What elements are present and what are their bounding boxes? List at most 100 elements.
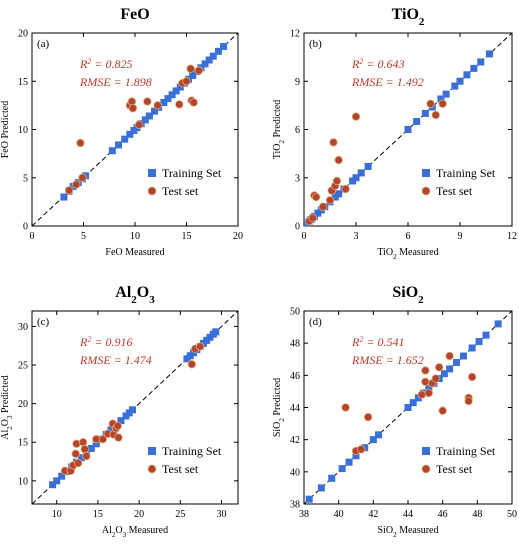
test-point bbox=[431, 110, 440, 120]
training-point bbox=[477, 58, 485, 66]
legend: Training Set Test set bbox=[421, 444, 496, 476]
y-tick-label: 0 bbox=[295, 222, 300, 233]
test-point bbox=[187, 360, 197, 369]
training-point bbox=[317, 484, 325, 492]
legend-test-marker bbox=[147, 464, 157, 474]
training-point bbox=[117, 417, 125, 425]
r2-annotation: R2 = 0.541 bbox=[351, 335, 404, 350]
x-tick-label: 40 bbox=[334, 509, 344, 520]
test-point bbox=[417, 390, 427, 399]
y-tick-label: 20 bbox=[18, 399, 28, 410]
test-point bbox=[82, 451, 91, 461]
training-point bbox=[49, 481, 57, 489]
test-point bbox=[76, 138, 85, 148]
x-tick-label: 46 bbox=[438, 509, 448, 520]
training-point bbox=[60, 193, 68, 201]
training-point bbox=[482, 331, 490, 339]
test-point bbox=[194, 66, 204, 75]
training-point bbox=[145, 112, 153, 120]
training-point bbox=[485, 50, 493, 58]
legend-test-label: Test set bbox=[162, 462, 199, 476]
y-tick-label: 25 bbox=[18, 361, 28, 372]
legend: Training Set Test set bbox=[147, 166, 222, 198]
training-point bbox=[205, 56, 213, 64]
test-point bbox=[318, 202, 328, 211]
test-point bbox=[189, 98, 198, 107]
chart-panel: 0 3 6 9 12 0 3 6 9 12 TiO2 (b) TiO2 Measured TiO2 Pre… bbox=[272, 6, 517, 261]
r2-annotation: R2 = 0.825 bbox=[79, 57, 132, 72]
training-point bbox=[364, 162, 372, 170]
y-tick-label: 38 bbox=[290, 500, 300, 511]
x-tick-label: 42 bbox=[368, 509, 378, 520]
test-point bbox=[426, 99, 435, 108]
training-point bbox=[168, 91, 176, 99]
x-tick-label: 10 bbox=[130, 231, 140, 242]
y-axis-label: FeO Predicted bbox=[0, 101, 11, 159]
y-tick-label: 46 bbox=[290, 371, 300, 382]
training-point bbox=[404, 126, 412, 133]
x-tick-label: 5 bbox=[81, 231, 86, 242]
training-point bbox=[53, 477, 61, 485]
training-point bbox=[404, 404, 412, 411]
panel-label: (c) bbox=[37, 316, 50, 328]
test-point bbox=[325, 196, 335, 205]
test-point bbox=[329, 138, 338, 147]
training-point bbox=[463, 71, 471, 79]
y-tick-label: 12 bbox=[290, 29, 300, 40]
training-point bbox=[58, 472, 66, 480]
test-point bbox=[182, 77, 191, 86]
test-point bbox=[445, 351, 454, 361]
panel-title: SiO2 bbox=[392, 284, 424, 306]
training-point bbox=[77, 454, 85, 462]
rmse-annotation: RMSE = 1.474 bbox=[79, 353, 152, 367]
y-tick-label: 42 bbox=[290, 435, 300, 446]
chart-panel: 0 5 10 15 20 0 5 10 15 20 FeO (a) FeO Measured FeO Pr… bbox=[0, 6, 243, 258]
training-point bbox=[494, 320, 502, 328]
test-point bbox=[334, 155, 343, 165]
plot-frame bbox=[31, 310, 239, 505]
panel-label: (b) bbox=[309, 38, 322, 50]
test-point bbox=[435, 363, 444, 372]
test-point bbox=[195, 342, 205, 351]
test-point bbox=[431, 374, 440, 383]
training-point bbox=[126, 130, 134, 138]
panel-title: TiO2 bbox=[392, 6, 425, 28]
training-point bbox=[107, 426, 115, 434]
training-point bbox=[453, 358, 461, 366]
x-axis-label: SiO2 Measured bbox=[378, 525, 439, 539]
r2-annotation: R2 = 0.643 bbox=[351, 57, 404, 72]
test-point bbox=[78, 173, 87, 182]
test-point bbox=[127, 97, 137, 106]
test-point bbox=[308, 213, 317, 223]
test-point bbox=[114, 433, 123, 442]
training-point bbox=[172, 87, 180, 95]
test-point bbox=[113, 421, 122, 431]
legend-test-label: Test set bbox=[436, 184, 473, 198]
test-point bbox=[78, 438, 88, 447]
training-point bbox=[201, 60, 209, 68]
test-point bbox=[73, 458, 83, 468]
training-point bbox=[189, 71, 197, 79]
y-tick-label: 40 bbox=[290, 467, 300, 478]
training-point bbox=[442, 90, 450, 98]
test-point bbox=[341, 184, 350, 194]
test-point bbox=[64, 186, 74, 195]
x-tick-label: 9 bbox=[458, 231, 463, 242]
test-point bbox=[72, 180, 81, 189]
training-point bbox=[470, 64, 478, 72]
test-point bbox=[311, 192, 321, 202]
test-point bbox=[421, 366, 430, 375]
legend: Training Set Test set bbox=[421, 166, 496, 198]
y-tick-label: 0 bbox=[23, 222, 28, 233]
x-tick-label: 30 bbox=[217, 509, 227, 520]
legend-test-label: Test set bbox=[436, 462, 473, 476]
y-tick-label: 44 bbox=[290, 403, 300, 414]
training-point bbox=[352, 174, 360, 182]
training-point bbox=[328, 474, 336, 482]
legend-test-label: Test set bbox=[162, 184, 199, 198]
training-point bbox=[437, 95, 445, 103]
training-point bbox=[212, 328, 220, 336]
chart-panel: 38 40 42 44 46 48 50 38 40 42 44 46 48 50 SiO2 (d) SiO2 … bbox=[272, 284, 517, 539]
test-point bbox=[175, 100, 184, 109]
